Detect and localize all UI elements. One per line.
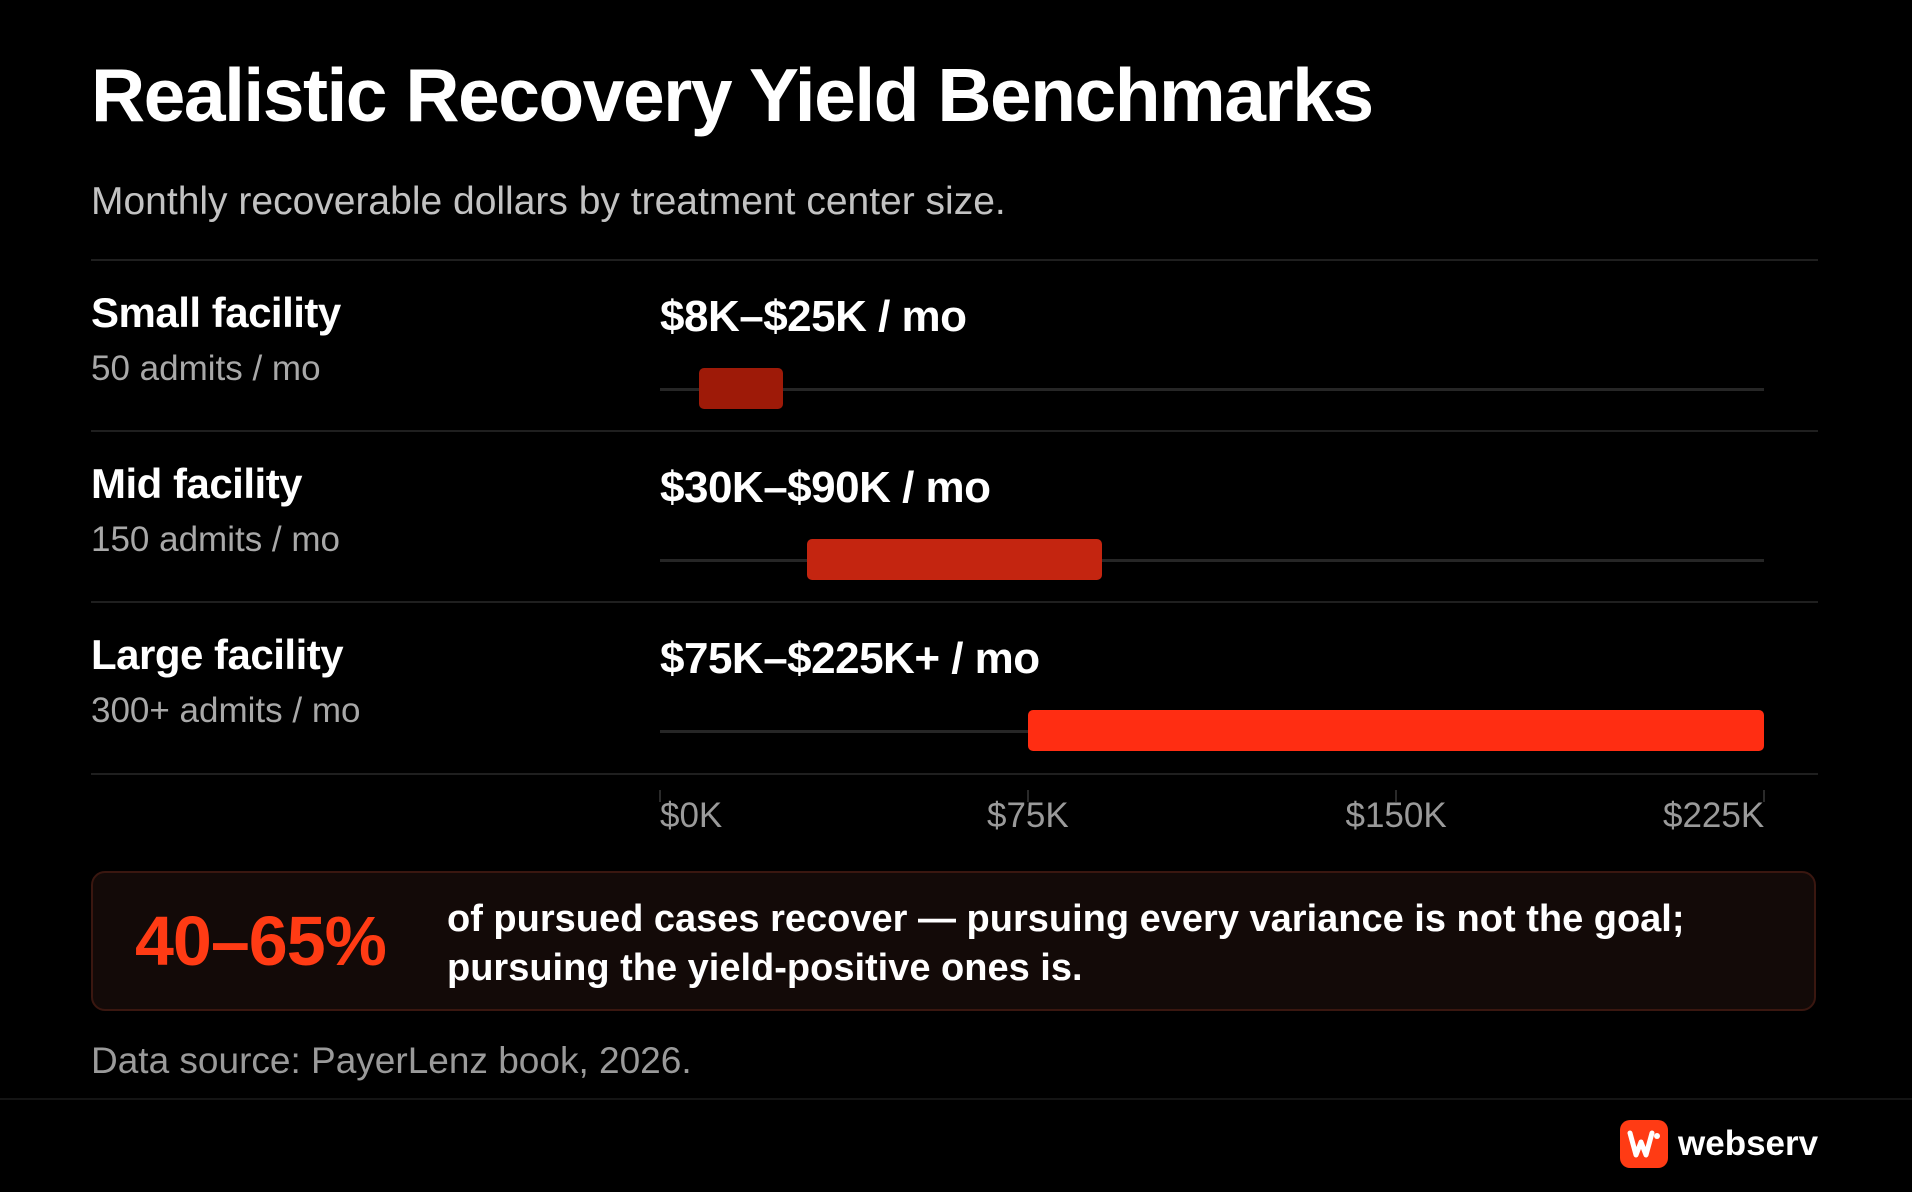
axis-tick-label: $0K <box>660 796 723 835</box>
row-sub-large: 300+ admits / mo <box>91 691 361 730</box>
brand-name: webserv <box>1678 1124 1819 1163</box>
brand-logo: webserv <box>1620 1120 1818 1168</box>
range-label-large: $75K–$225K+ / mo <box>660 634 1040 683</box>
range-label-small: $8K–$25K / mo <box>660 292 967 341</box>
bar-small <box>699 368 783 409</box>
track-mid <box>660 559 1764 562</box>
track-small <box>660 388 1764 391</box>
axis-tick-label: $75K <box>987 796 1069 835</box>
row-name-small: Small facility <box>91 289 341 336</box>
axis-tick-label: $225K <box>1663 796 1765 835</box>
callout-stat: 40–65% <box>135 902 387 980</box>
axis-tick <box>1763 790 1765 802</box>
row-divider <box>91 601 1818 603</box>
range-label-mid: $30K–$90K / mo <box>660 463 991 512</box>
row-sub-mid: 150 admits / mo <box>91 520 340 559</box>
row-name-mid: Mid facility <box>91 460 303 507</box>
row-divider <box>91 773 1818 775</box>
axis-tick-label: $150K <box>1345 796 1447 835</box>
chart-title: Realistic Recovery Yield Benchmarks <box>91 53 1374 137</box>
axis-tick <box>1027 790 1029 802</box>
axis-tick <box>1395 790 1397 802</box>
data-source-note: Data source: PayerLenz book, 2026. <box>91 1040 692 1081</box>
recovery-rate-callout: 40–65% of pursued cases recover — pursui… <box>91 871 1816 1011</box>
footer-divider <box>0 1098 1912 1100</box>
bar-mid <box>807 539 1102 580</box>
webserv-logo-icon <box>1620 1120 1668 1168</box>
row-divider <box>91 259 1818 261</box>
axis-tick <box>659 790 661 802</box>
row-sub-small: 50 admits / mo <box>91 349 321 388</box>
bar-large <box>1028 710 1764 751</box>
callout-text: of pursued cases recover — pursuing ever… <box>447 898 1685 989</box>
row-divider <box>91 430 1818 432</box>
chart-subtitle: Monthly recoverable dollars by treatment… <box>91 180 1006 223</box>
row-name-large: Large facility <box>91 631 344 678</box>
